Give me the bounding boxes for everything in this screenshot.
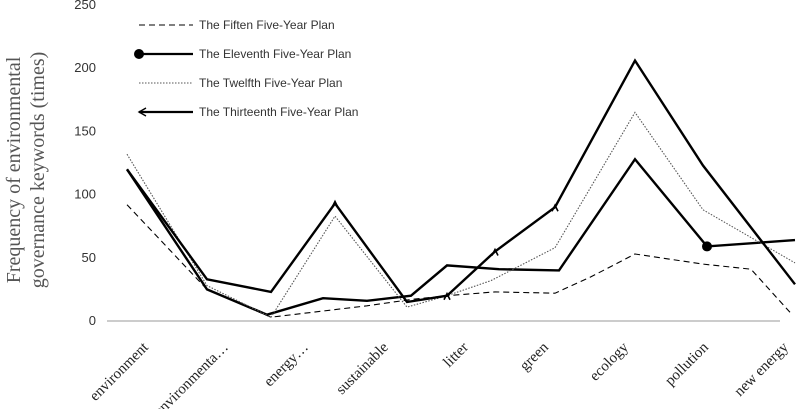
legend-label: The Fiften Five-Year Plan: [199, 18, 335, 32]
data-point-marker: [491, 247, 499, 256]
x-tick-label: environmenta…: [152, 340, 232, 409]
series-group: [126, 58, 796, 318]
data-point-marker: [551, 203, 559, 212]
y-tick-label: 100: [74, 187, 96, 202]
legend-marker: [137, 107, 147, 117]
x-tick-label: litter: [440, 340, 471, 371]
legend-label: The Thirteenth Five-Year Plan: [199, 105, 358, 119]
legend: The Fiften Five-Year Plan The Eleventh Fi…: [134, 18, 358, 119]
x-tick-label: green: [517, 339, 552, 374]
x-tick-label: ecology: [587, 339, 632, 384]
y-axis-ticks: 0 50 100 150 200 250: [74, 0, 96, 328]
x-tick-label: environment: [87, 339, 153, 405]
x-tick-label: sustainable: [333, 339, 392, 398]
legend-marker: [134, 49, 144, 59]
series-line-the-fiften-five-year-plan: [126, 204, 792, 318]
series-line-the-thirteenth-five-year-plan: [126, 58, 796, 304]
y-axis-label-line1: Frequency of environmental: [3, 56, 25, 283]
series-line-the-twelfth-five-year-plan: [126, 111, 796, 318]
series-line-the-eleventh-five-year-plan: [126, 157, 796, 316]
y-axis-label-line2: governance keywords (times): [27, 52, 49, 289]
legend-item: The Eleventh Five-Year Plan: [134, 47, 351, 61]
x-axis-ticks: environment environmenta… energy… sustainab…: [87, 339, 792, 409]
data-point-marker: [443, 291, 451, 301]
data-point-marker: [331, 199, 339, 208]
x-tick-label: energy…: [261, 340, 312, 391]
data-point-marker: [702, 241, 712, 252]
y-axis-title: Frequency of environmental governance ke…: [3, 52, 49, 289]
x-tick-label: pollution: [662, 339, 712, 389]
y-tick-label: 50: [82, 250, 96, 265]
legend-item: The Thirteenth Five-Year Plan: [137, 105, 358, 119]
legend-label: The Eleventh Five-Year Plan: [199, 47, 351, 61]
y-tick-label: 200: [74, 60, 96, 75]
y-tick-label: 150: [74, 123, 96, 138]
legend-item: The Twelfth Five-Year Plan: [139, 76, 342, 90]
y-tick-label: 250: [74, 0, 96, 12]
y-tick-label: 0: [89, 313, 96, 328]
legend-item: The Fiften Five-Year Plan: [139, 18, 335, 32]
legend-label: The Twelfth Five-Year Plan: [199, 76, 342, 90]
x-tick-label: new energy: [732, 339, 793, 400]
